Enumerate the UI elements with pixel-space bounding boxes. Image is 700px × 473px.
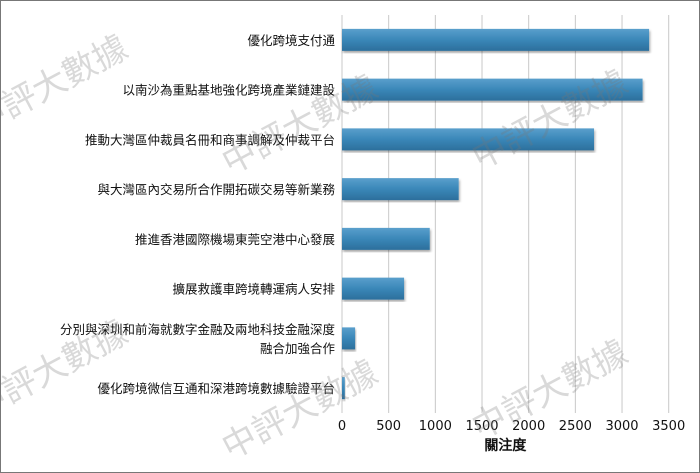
bar [342,78,643,101]
x-tick-label: 500 [376,419,401,434]
category-label: 與大灣區內交易所合作開拓碳交易等新業務 [97,182,335,197]
category-label: 以南沙為重點基地強化跨境產業鏈建設 [122,83,335,98]
watermark: 中評大數據 [0,28,134,143]
x-tick-label: 2500 [559,419,592,434]
category-label: 分別與深圳和前海就數字金融及兩地科技金融深度 [60,322,336,337]
category-label: 推動大灣區仲裁員名冊和商事調解及仲裁平台 [85,132,335,147]
x-tick-label: 3500 [652,419,685,434]
category-label: 優化跨境支付通 [247,33,335,48]
x-axis-title: 關注度 [484,437,527,454]
category-label: 擴展救護車跨境轉運病人安排 [172,282,335,297]
x-tick-label: 1500 [465,419,498,434]
bar [342,178,459,201]
x-tick-label: 3000 [605,419,638,434]
x-tick-label: 1000 [419,419,452,434]
category-label: 融合加強合作 [260,341,336,356]
bar [342,227,430,250]
watermark: 中評大數據 [215,353,384,468]
bar [342,377,345,400]
x-tick-label: 0 [338,419,346,434]
bar [342,277,405,300]
category-label: 優化跨境微信互通和深港跨境數據驗證平台 [97,381,335,396]
x-tick-label: 2000 [512,419,545,434]
bar [342,28,650,51]
category-label: 推進香港國際機場東莞空港中心發展 [135,232,335,247]
bar [342,128,595,151]
bar [342,327,356,350]
